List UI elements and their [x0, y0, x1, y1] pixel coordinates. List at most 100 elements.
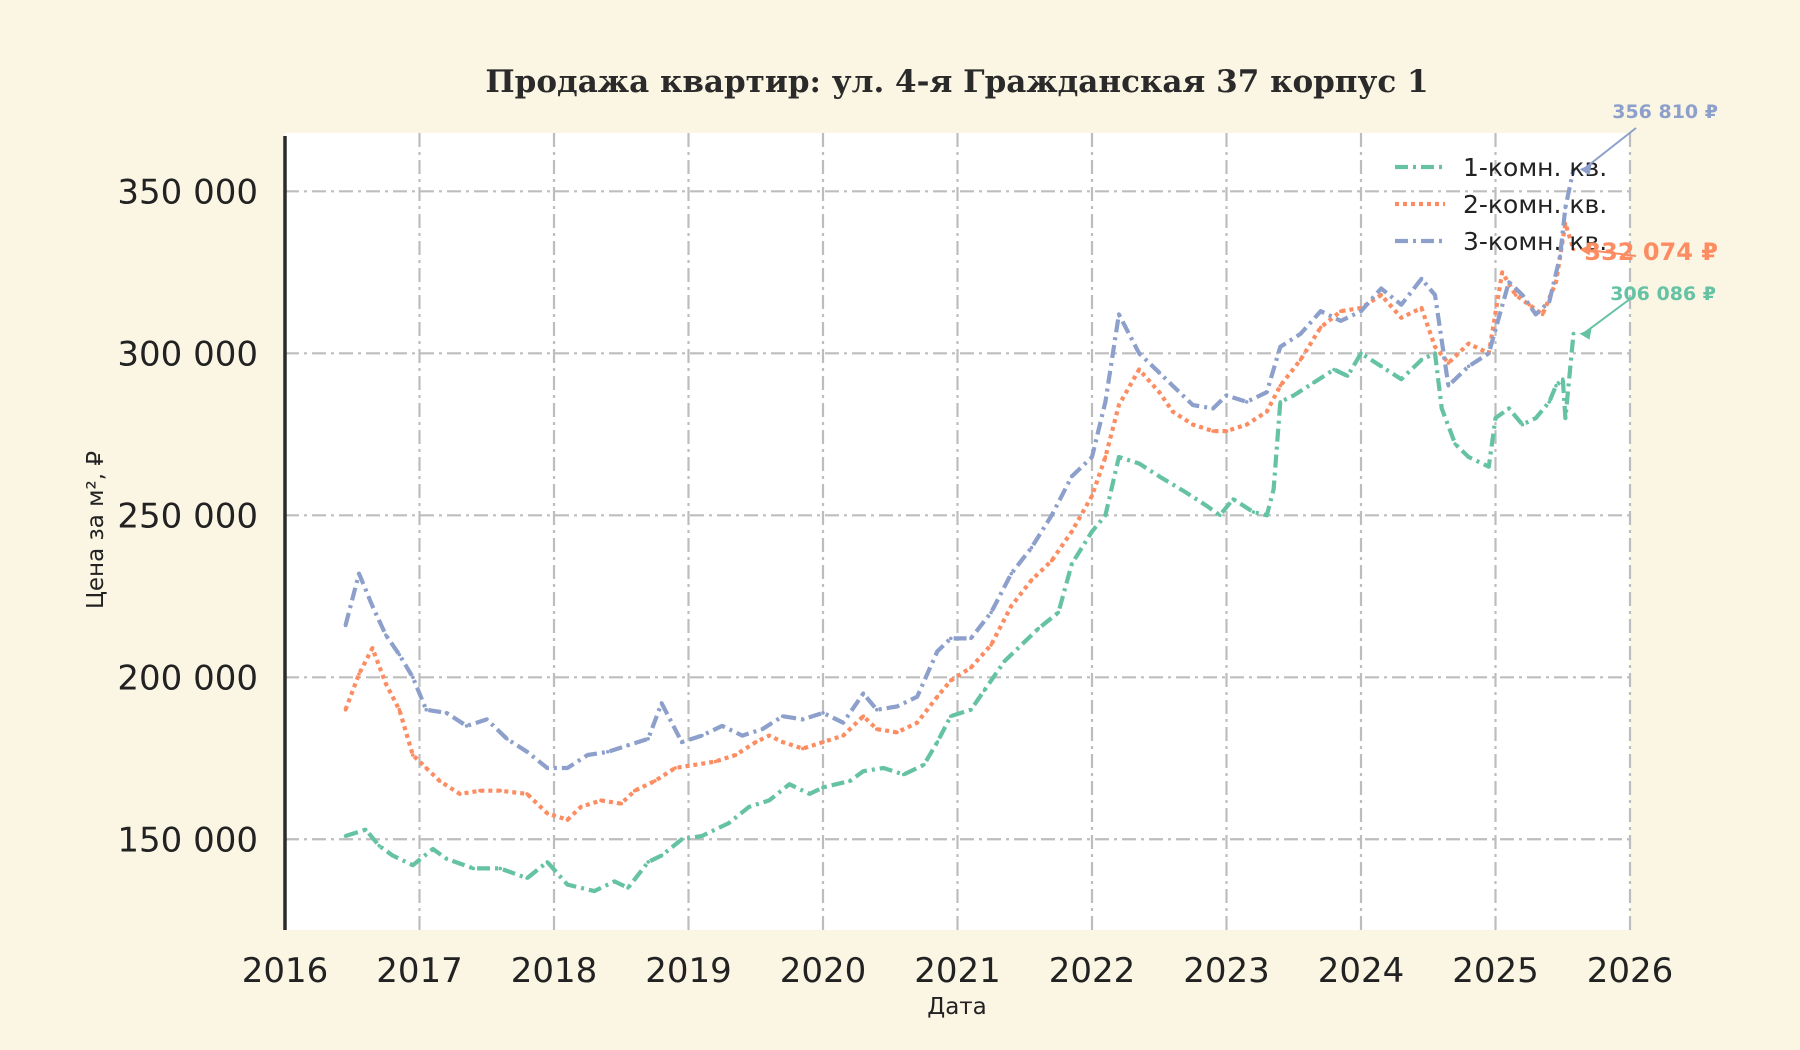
- legend-label: 1-комн. кв.: [1463, 153, 1607, 182]
- legend-label: 2-комн. кв.: [1463, 190, 1607, 219]
- data-point: [424, 766, 429, 770]
- data-point: [370, 646, 375, 650]
- data-point: [1493, 416, 1498, 420]
- data-point: [727, 821, 731, 825]
- x-tick-label: 2019: [645, 951, 732, 991]
- data-point: [1466, 364, 1471, 369]
- data-point: [989, 643, 993, 647]
- data-point: [875, 727, 879, 731]
- data-point: [780, 740, 785, 744]
- data-point: [740, 733, 745, 738]
- data-point: [1419, 357, 1424, 362]
- data-point: [1251, 510, 1256, 514]
- data-point: [861, 691, 866, 696]
- data-point: [659, 701, 664, 706]
- data-point: [982, 688, 987, 693]
- data-point: [948, 678, 953, 683]
- data-point: [1439, 406, 1444, 411]
- end-value-label: 306 086 ₽: [1610, 283, 1716, 305]
- data-point: [498, 866, 503, 871]
- data-point: [948, 714, 953, 718]
- data-point: [1157, 370, 1162, 375]
- data-point: [1433, 293, 1437, 297]
- data-point: [357, 672, 361, 676]
- data-point: [1534, 312, 1538, 317]
- data-point: [1433, 351, 1437, 356]
- data-point: [424, 707, 429, 712]
- data-point: [821, 785, 825, 790]
- grid: [285, 133, 1632, 930]
- data-point: [1453, 442, 1457, 446]
- data-point: [1520, 422, 1525, 427]
- data-point: [1224, 393, 1229, 398]
- data-point: [1571, 247, 1576, 252]
- data-point: [1486, 464, 1491, 469]
- data-point: [606, 750, 610, 754]
- data-point: [901, 772, 906, 777]
- data-point: [471, 866, 476, 871]
- data-point: [1244, 400, 1249, 404]
- data-point: [760, 727, 765, 731]
- data-point: [1446, 361, 1451, 365]
- data-point: [626, 743, 630, 748]
- data-point: [895, 730, 899, 735]
- data-point: [478, 788, 482, 793]
- x-tick-label: 2016: [242, 951, 329, 991]
- y-axis-label: Цена за м², ₽: [83, 451, 109, 609]
- data-point: [1291, 393, 1296, 398]
- data-point: [787, 782, 792, 787]
- end-label-arrowhead: [1579, 244, 1592, 256]
- data-point: [895, 704, 899, 709]
- data-point: [801, 717, 805, 722]
- data-point: [579, 805, 583, 809]
- data-point: [444, 711, 449, 715]
- data-point: [1271, 487, 1276, 492]
- data-point: [397, 707, 402, 712]
- data-point: [1137, 351, 1141, 356]
- data-point: [841, 720, 845, 725]
- data-point: [525, 876, 529, 880]
- data-point: [780, 714, 785, 718]
- data-point: [410, 863, 415, 868]
- data-point: [525, 750, 529, 754]
- data-point: [1359, 351, 1363, 356]
- data-point: [1560, 377, 1565, 382]
- data-point: [1466, 455, 1471, 459]
- data-point: [1500, 270, 1505, 275]
- data-point: [1379, 293, 1383, 297]
- data-point: [801, 746, 805, 751]
- data-point: [1558, 254, 1562, 258]
- data-point: [1547, 400, 1552, 404]
- data-point: [935, 694, 940, 699]
- data-point: [1022, 639, 1027, 644]
- data-point: [1103, 513, 1108, 518]
- data-point: [848, 779, 852, 783]
- data-point: [646, 860, 650, 864]
- data-point: [1191, 403, 1195, 407]
- data-point: [653, 779, 657, 783]
- data-point: [821, 711, 825, 715]
- data-point: [1318, 309, 1323, 313]
- data-point: [545, 766, 550, 770]
- data-point: [700, 834, 704, 838]
- data-point: [1217, 513, 1222, 518]
- data-point: [1419, 276, 1424, 281]
- data-point: [1486, 351, 1491, 356]
- data-point: [1070, 562, 1074, 566]
- data-point: [1571, 331, 1576, 336]
- data-point: [1029, 545, 1034, 550]
- data-point: [545, 811, 550, 816]
- data-point: [1090, 494, 1094, 498]
- end-value-label: 356 810 ₽: [1612, 101, 1718, 123]
- data-point: [1345, 374, 1350, 378]
- x-axis-label: Дата: [927, 994, 987, 1020]
- chart-title: Продажа квартир: ул. 4-я Гражданская 37 …: [485, 64, 1428, 100]
- data-point: [1170, 409, 1175, 414]
- data-point: [989, 610, 993, 615]
- data-point: [969, 707, 973, 712]
- x-tick-label: 2017: [376, 951, 463, 991]
- data-point: [1534, 416, 1538, 420]
- end-label-arrowhead: [1579, 164, 1592, 176]
- data-point: [1265, 513, 1269, 518]
- data-point: [1090, 529, 1094, 534]
